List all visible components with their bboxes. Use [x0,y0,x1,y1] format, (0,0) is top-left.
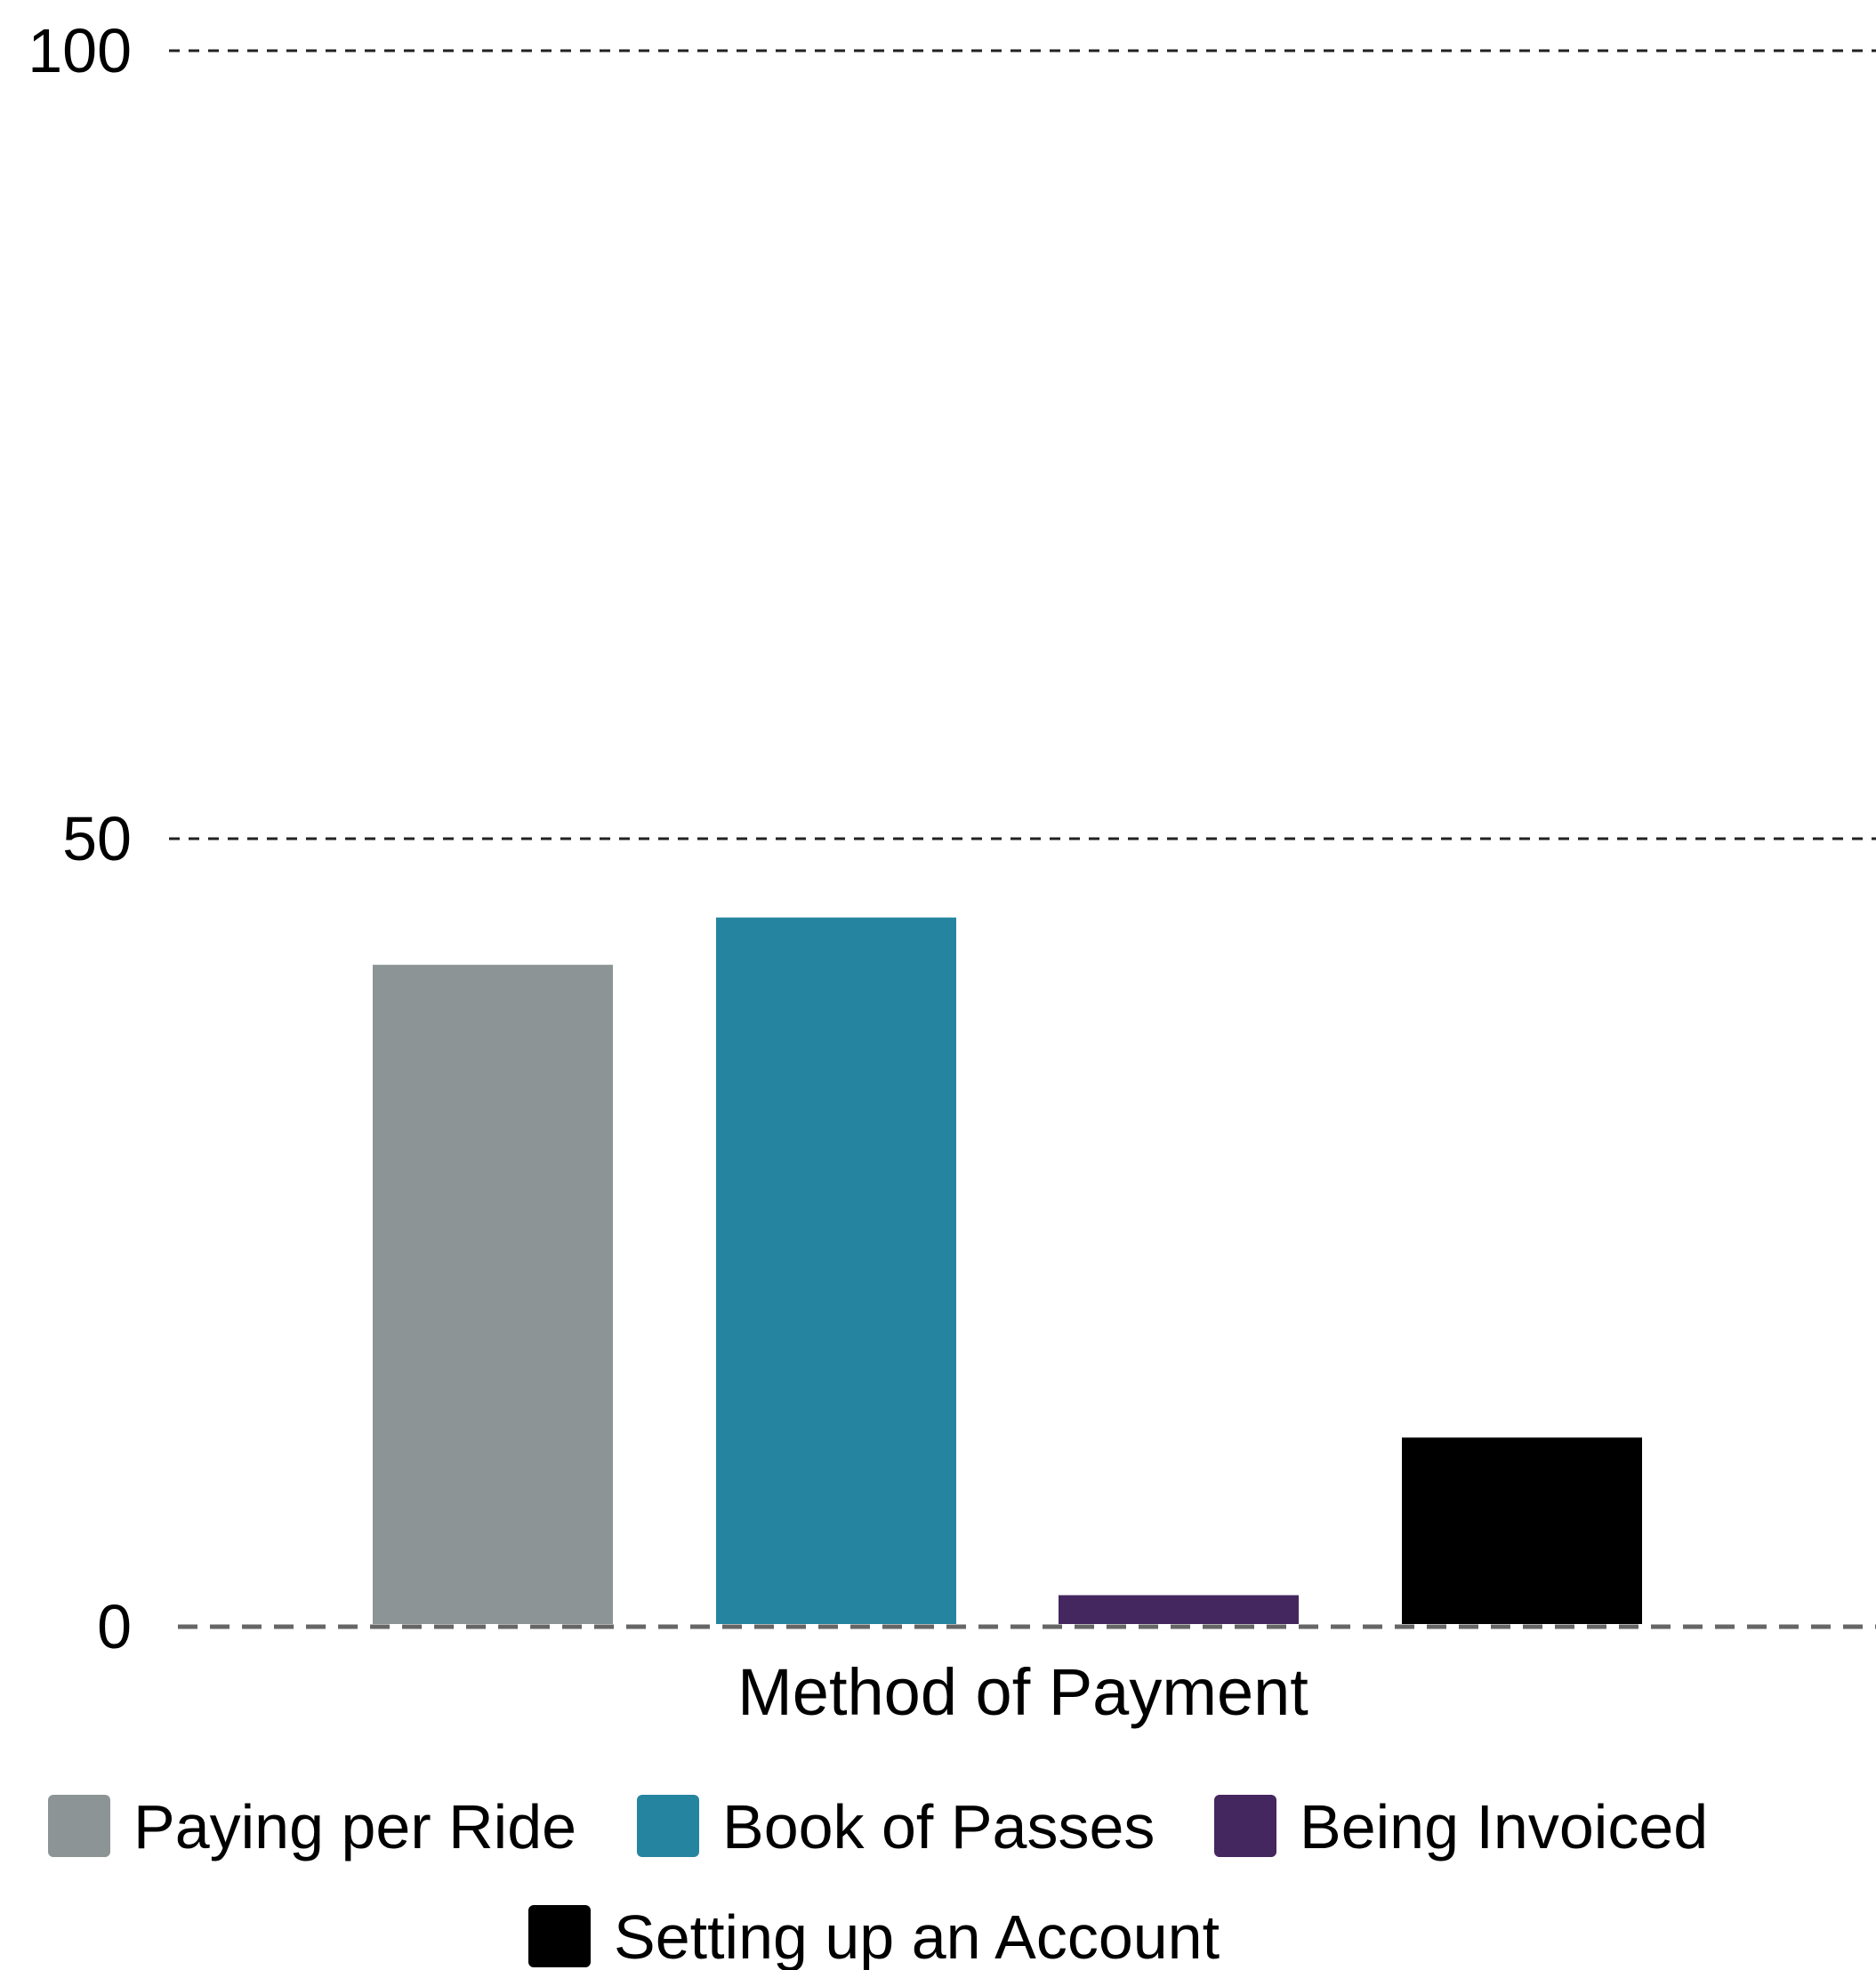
bar-paying-per-ride [373,964,613,1624]
legend-label: Being Invoiced [1300,1792,1708,1861]
x-axis-title: Method of Payment [737,1655,1308,1729]
legend-label: Paying per Ride [133,1792,576,1861]
legend-label: Book of Passes [722,1792,1155,1861]
bar-being-invoiced [1059,1595,1299,1624]
y-tick-label-100: 100 [28,16,132,85]
legend-item-being-invoiced: Being Invoiced [1214,1792,1708,1861]
legend-label: Setting up an Account [614,1902,1220,1970]
bar-setting-up-an-account [1402,1437,1642,1624]
gridlines [169,49,1876,840]
legend-swatch [1214,1795,1276,1857]
y-tick-label-50: 50 [62,804,132,873]
y-tick-labels: 0 50 100 [28,16,132,1661]
bars [373,917,1642,1624]
legend-swatch [637,1795,699,1857]
legend-item-paying-per-ride: Paying per Ride [48,1792,576,1861]
legend-item-book-of-passes: Book of Passes [637,1792,1155,1861]
legend-swatch [528,1905,591,1967]
y-tick-label-0: 0 [97,1592,132,1661]
legend: Paying per Ride Book of Passes Being Invoi… [48,1792,1708,1970]
legend-swatch [48,1795,110,1857]
bar-book-of-passes [716,917,956,1624]
legend-item-setting-up-an-account: Setting up an Account [528,1902,1220,1970]
